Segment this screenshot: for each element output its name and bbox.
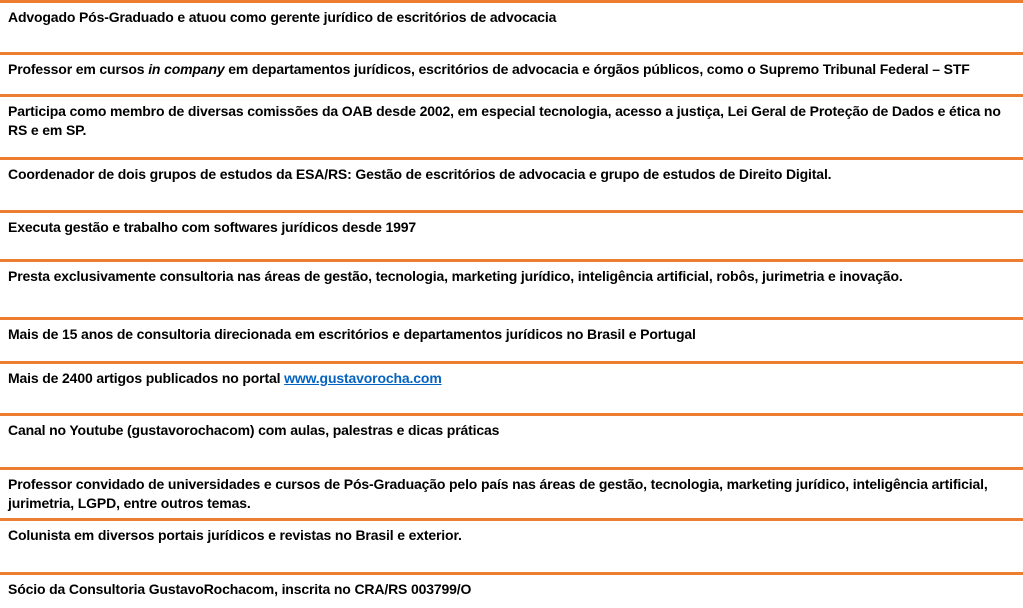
row-artigos-portal: Mais de 2400 artigos publicados no porta… [0,361,1023,413]
row-15-anos-consultoria: Mais de 15 anos de consultoria direciona… [0,317,1023,361]
row-colunista: Colunista em diversos portais jurídicos … [0,518,1023,572]
row-comissoes-oab: Participa como membro de diversas comiss… [0,94,1023,157]
row-professor-in-company: Professor em cursos in company em depart… [0,52,1023,94]
italic-text: in company [148,61,225,77]
row-text: Participa como membro de diversas comiss… [8,103,1001,138]
row-text: em departamentos jurídicos, escritórios … [224,61,970,77]
row-text: Mais de 15 anos de consultoria direciona… [8,326,696,342]
row-text: Coordenador de dois grupos de estudos da… [8,166,832,182]
row-professor-convidado: Professor convidado de universidades e c… [0,467,1023,518]
row-text: Sócio da Consultoria GustavoRochacom, in… [8,581,472,597]
row-softwares-juridicos: Executa gestão e trabalho com softwares … [0,210,1023,259]
row-text: Executa gestão e trabalho com softwares … [8,219,417,235]
row-coordenador-esa: Coordenador de dois grupos de estudos da… [0,157,1023,210]
row-text: Colunista em diversos portais jurídicos … [8,527,462,543]
row-text: Advogado Pós-Graduado e atuou como geren… [8,9,557,25]
row-canal-youtube: Canal no Youtube (gustavorochacom) com a… [0,413,1023,467]
row-socio-consultoria: Sócio da Consultoria GustavoRochacom, in… [0,572,1023,608]
portal-link[interactable]: www.gustavorocha.com [284,370,442,386]
row-text: Professor em cursos [8,61,149,77]
row-text: Presta exclusivamente consultoria nas ár… [8,268,903,284]
row-text: Professor convidado de universidades e c… [8,476,988,511]
row-text: Canal no Youtube (gustavorochacom) com a… [8,422,500,438]
row-consultoria-areas: Presta exclusivamente consultoria nas ár… [0,259,1023,317]
row-advogado: Advogado Pós-Graduado e atuou como geren… [0,0,1023,52]
row-text: Mais de 2400 artigos publicados no porta… [8,370,285,386]
